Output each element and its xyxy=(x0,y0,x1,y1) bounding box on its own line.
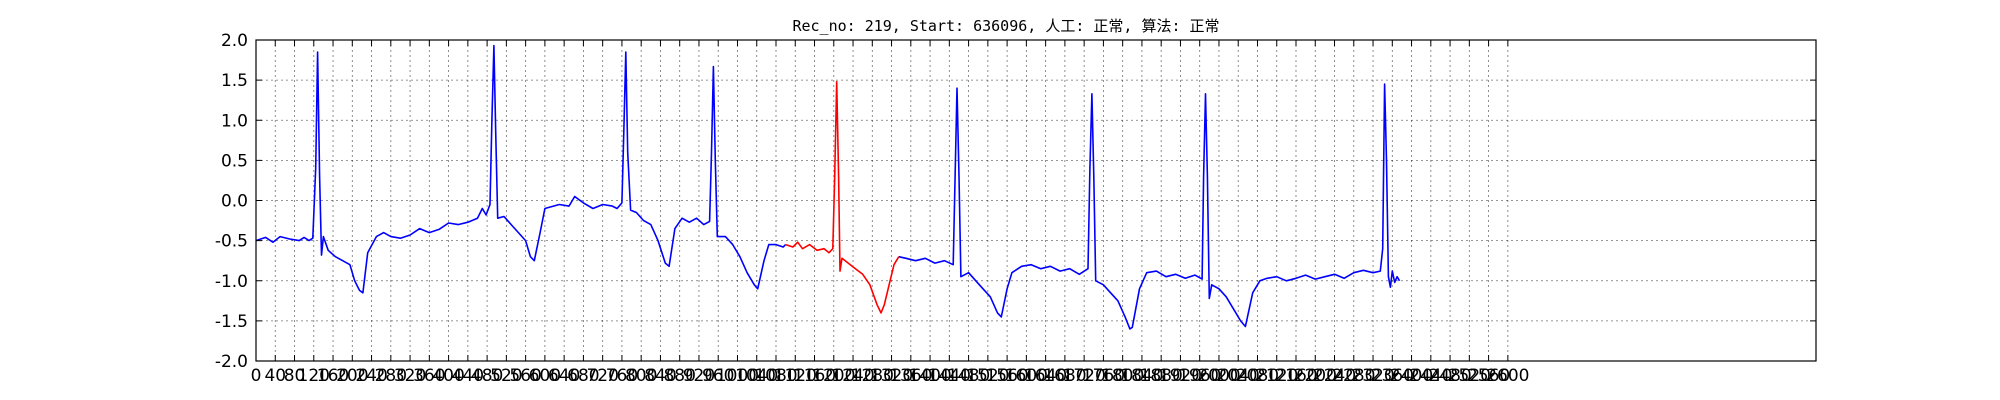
y-axis: -2.0 -1.5 -1.0 -0.5 0.0 0.5 1.0 1.5 2.0 xyxy=(215,31,1816,372)
series-line-0 xyxy=(255,44,787,294)
x-tick-label: 1840 xyxy=(1120,366,1163,386)
x-tick-label: 2000 xyxy=(1197,366,1240,386)
x-tick-label: 1560 xyxy=(985,366,1028,386)
x-tick-label: 1360 xyxy=(889,366,932,386)
x-tick-label: 2360 xyxy=(1371,366,1414,386)
x-tick-label: 0 xyxy=(251,366,262,386)
x-tick-label: 440 xyxy=(452,366,484,386)
y-tick-label: -1.0 xyxy=(215,272,248,292)
x-tick-label: 1080 xyxy=(754,366,797,386)
x-tick-label: 800 xyxy=(625,366,657,386)
x-tick-label: 2120 xyxy=(1255,366,1298,386)
x-tick-label: 1480 xyxy=(947,366,990,386)
x-tick-label: 480 xyxy=(471,366,503,386)
x-tick-label: 2240 xyxy=(1313,366,1356,386)
x-tick-label: 2160 xyxy=(1274,366,1317,386)
x-tick-label: 400 xyxy=(432,366,464,386)
x-tick-label: 2600 xyxy=(1486,366,1529,386)
x-tick-label: 560 xyxy=(509,366,541,386)
x-tick-label: 1200 xyxy=(812,366,855,386)
x-tick-label: 1240 xyxy=(831,366,874,386)
x-tick-label: 960 xyxy=(702,366,734,386)
x-tick-label: 1960 xyxy=(1178,366,1221,386)
x-tick-label: 840 xyxy=(644,366,676,386)
y-tick-label: 0.0 xyxy=(221,192,248,212)
x-tick-label: 600 xyxy=(529,366,561,386)
x-tick-label: 1640 xyxy=(1024,366,1067,386)
x-tick-label: 720 xyxy=(586,366,618,386)
x-tick-label: 1000 xyxy=(716,366,759,386)
chart-title: Rec_no: 219, Start: 636096, 人工: 正常, 算法: … xyxy=(792,17,1219,35)
x-tick-label: 2440 xyxy=(1409,366,1452,386)
x-tick-label: 1400 xyxy=(908,366,951,386)
x-tick-label: 2400 xyxy=(1390,366,1433,386)
x-tick-label: 2560 xyxy=(1467,366,1510,386)
x-tick-label: 240 xyxy=(355,366,387,386)
x-tick-label: 80 xyxy=(284,366,306,386)
y-tick-label: 2.0 xyxy=(221,31,248,51)
x-tick-label: 1760 xyxy=(1082,366,1125,386)
x-axis: 0 408012016020024028032036040044048052056… xyxy=(251,40,1529,386)
x-tick-label: 1680 xyxy=(1043,366,1086,386)
x-tick-label: 2520 xyxy=(1448,366,1491,386)
x-tick-label: 1320 xyxy=(870,366,913,386)
series-line-1 xyxy=(785,80,900,314)
x-tick-label: 2320 xyxy=(1351,366,1394,386)
x-tick-label: 1440 xyxy=(928,366,971,386)
x-tick-label: 200 xyxy=(336,366,368,386)
x-tick-label: 1520 xyxy=(966,366,1009,386)
x-tick-label: 2280 xyxy=(1332,366,1375,386)
x-tick-label: 1280 xyxy=(851,366,894,386)
x-tick-label: 160 xyxy=(317,366,349,386)
x-tick-label: 120 xyxy=(298,366,330,386)
x-tick-label: 1720 xyxy=(1063,366,1106,386)
x-tick-label: 760 xyxy=(606,366,638,386)
series-group xyxy=(255,44,1401,330)
x-tick-label: 1800 xyxy=(1101,366,1144,386)
y-tick-label: 0.5 xyxy=(221,151,248,171)
x-tick-label: 1040 xyxy=(735,366,778,386)
x-tick-label: 280 xyxy=(375,366,407,386)
x-tick-label: 1600 xyxy=(1005,366,1048,386)
y-tick-label: -2.0 xyxy=(215,352,248,372)
x-tick-label: 320 xyxy=(394,366,426,386)
x-tick-label: 1120 xyxy=(774,366,817,386)
x-tick-label: 1160 xyxy=(793,366,836,386)
x-tick-label: 360 xyxy=(413,366,445,386)
x-tick-label: 640 xyxy=(548,366,580,386)
grid-lines xyxy=(255,39,1816,362)
y-tick-label: 1.5 xyxy=(221,71,248,91)
y-tick-label: -0.5 xyxy=(215,232,248,252)
x-tick-label: 40 xyxy=(264,366,286,386)
x-tick-label: 1880 xyxy=(1140,366,1183,386)
x-tick-label: 1920 xyxy=(1159,366,1202,386)
x-tick-label: 680 xyxy=(567,366,599,386)
x-tick-label: 2040 xyxy=(1217,366,1260,386)
x-tick-label: 520 xyxy=(490,366,522,386)
x-tick-label: 2200 xyxy=(1294,366,1337,386)
series-line-2 xyxy=(898,83,1401,330)
x-tick-label: 920 xyxy=(683,366,715,386)
y-tick-label: 1.0 xyxy=(221,111,248,131)
x-tick-label: 2080 xyxy=(1236,366,1279,386)
x-tick-label: 2480 xyxy=(1428,366,1471,386)
x-tick-label: 880 xyxy=(663,366,695,386)
y-tick-label: -1.5 xyxy=(215,312,248,332)
